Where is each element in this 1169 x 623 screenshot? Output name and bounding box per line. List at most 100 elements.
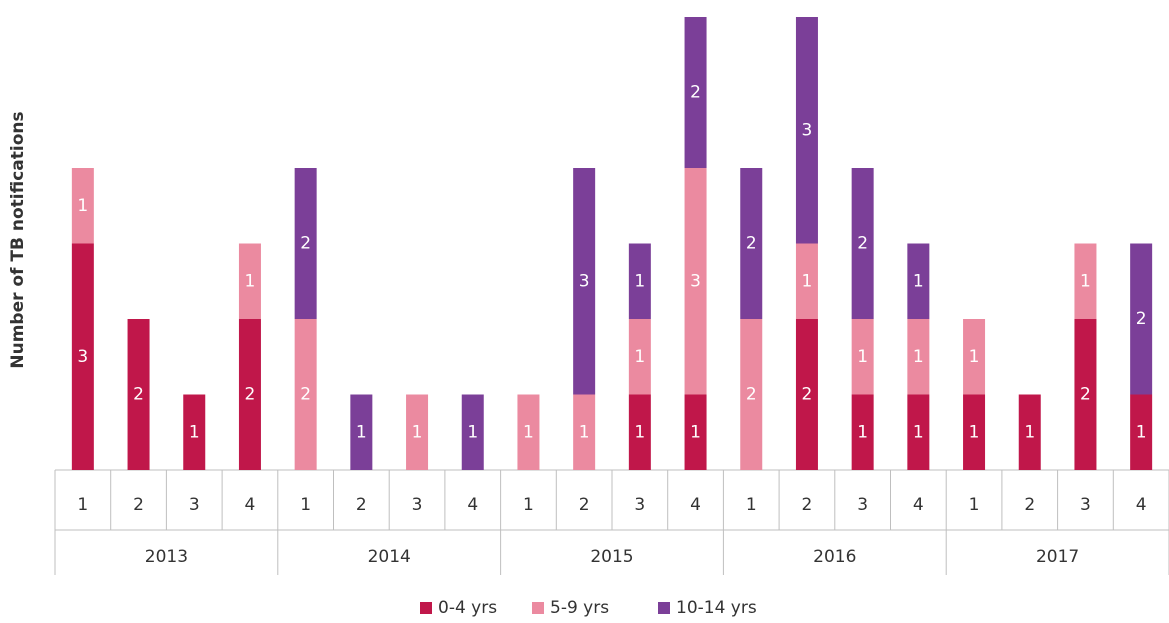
bar-segment <box>628 243 651 319</box>
data-label: 1 <box>802 271 813 291</box>
bar-segment <box>1130 394 1153 470</box>
data-label: 2 <box>746 234 757 254</box>
data-label: 1 <box>356 422 367 442</box>
data-label: 3 <box>579 271 590 291</box>
data-label: 1 <box>634 271 645 291</box>
data-label: 2 <box>746 385 757 405</box>
bar-segment <box>350 394 373 470</box>
x-tick-label: 3 <box>189 495 200 515</box>
data-label: 1 <box>969 347 980 367</box>
bar-segment <box>795 17 818 244</box>
bar-segment <box>740 168 763 319</box>
x-tick-label: 3 <box>1080 495 1091 515</box>
bar-segment <box>851 319 874 395</box>
data-label: 1 <box>634 422 645 442</box>
year-label: 2013 <box>145 547 188 567</box>
data-label: 1 <box>467 422 478 442</box>
data-label: 3 <box>802 120 813 140</box>
x-tick-label: 3 <box>634 495 645 515</box>
bar-segment <box>127 319 150 470</box>
x-tick-label: 1 <box>523 495 534 515</box>
data-label: 1 <box>913 347 924 367</box>
bar-segment <box>684 17 707 168</box>
bar-segment <box>795 243 818 319</box>
bar-segment <box>183 394 206 470</box>
bar-segment <box>851 168 874 319</box>
legend-label: 10-14 yrs <box>676 598 757 618</box>
data-label: 2 <box>300 234 311 254</box>
y-axis-label: Number of TB notifications <box>8 111 28 368</box>
data-label: 1 <box>857 422 868 442</box>
year-label: 2015 <box>590 547 633 567</box>
data-label: 3 <box>690 271 701 291</box>
bar-segment <box>294 168 317 319</box>
data-label: 1 <box>969 422 980 442</box>
year-label: 2014 <box>368 547 411 567</box>
data-label: 1 <box>634 347 645 367</box>
data-label: 1 <box>913 271 924 291</box>
bar-segment <box>1074 243 1097 319</box>
data-label: 1 <box>913 422 924 442</box>
bar-segment <box>795 319 818 470</box>
bar-segment <box>71 243 94 470</box>
bar-segment <box>851 394 874 470</box>
bar-segment <box>963 394 986 470</box>
data-label: 2 <box>133 385 144 405</box>
bar-segment <box>628 394 651 470</box>
bar-segment <box>573 168 596 395</box>
x-tick-label: 2 <box>802 495 813 515</box>
x-tick-label: 2 <box>133 495 144 515</box>
data-label: 2 <box>1080 385 1091 405</box>
x-tick-label: 4 <box>690 495 701 515</box>
data-label: 1 <box>245 271 256 291</box>
legend-label: 5-9 yrs <box>550 598 609 618</box>
x-tick-label: 3 <box>412 495 423 515</box>
x-tick-label: 4 <box>1136 495 1147 515</box>
x-tick-label: 1 <box>746 495 757 515</box>
x-tick-label: 1 <box>77 495 88 515</box>
bar-segment <box>1130 243 1153 395</box>
x-tick-label: 4 <box>467 495 478 515</box>
bar-segment <box>684 168 707 395</box>
data-label: 3 <box>77 347 88 367</box>
bar-segment <box>238 243 261 319</box>
x-tick-label: 3 <box>857 495 868 515</box>
data-label: 1 <box>523 422 534 442</box>
bar-segment <box>517 394 540 470</box>
data-label: 2 <box>857 234 868 254</box>
legend-label: 0-4 yrs <box>438 598 497 618</box>
data-label: 2 <box>1136 309 1147 329</box>
bar-segment <box>294 319 317 470</box>
data-label: 1 <box>1024 422 1035 442</box>
x-tick-label: 4 <box>913 495 924 515</box>
data-label: 1 <box>857 347 868 367</box>
data-label: 1 <box>1136 422 1147 442</box>
bar-segment <box>238 319 261 470</box>
bar-segment <box>1074 319 1097 470</box>
data-label: 2 <box>802 385 813 405</box>
data-label: 1 <box>690 422 701 442</box>
x-tick-label: 2 <box>1024 495 1035 515</box>
legend-swatch <box>532 602 544 614</box>
bar-segment <box>907 319 930 395</box>
data-label: 1 <box>189 422 200 442</box>
data-label: 1 <box>412 422 423 442</box>
data-label: 1 <box>77 196 88 216</box>
bar-segment <box>628 319 651 395</box>
bar-segment <box>740 319 763 470</box>
bar-segment <box>573 394 596 470</box>
bar-segment <box>71 168 94 244</box>
legend-swatch <box>658 602 670 614</box>
data-label: 2 <box>300 385 311 405</box>
x-tick-label: 1 <box>969 495 980 515</box>
bar-segment <box>907 243 930 319</box>
bar-segment <box>684 394 707 470</box>
bar-segment <box>461 394 484 470</box>
x-tick-label: 2 <box>356 495 367 515</box>
legend-swatch <box>420 602 432 614</box>
year-label: 2016 <box>813 547 856 567</box>
data-label: 2 <box>245 385 256 405</box>
data-label: 2 <box>690 83 701 103</box>
x-tick-label: 1 <box>300 495 311 515</box>
data-label: 1 <box>1080 271 1091 291</box>
